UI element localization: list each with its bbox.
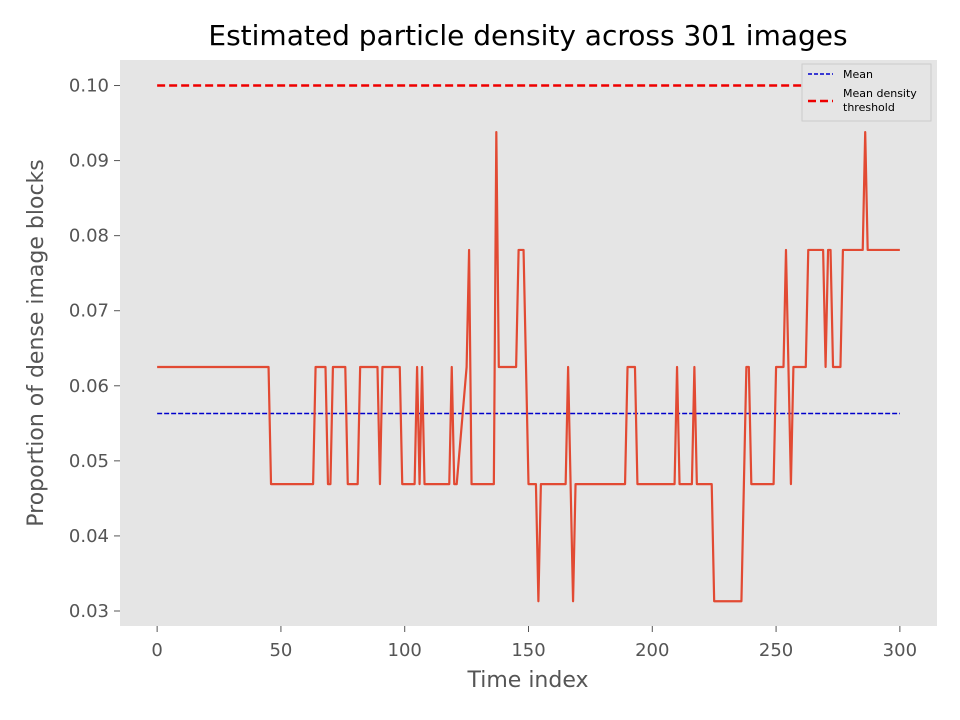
chart-title: Estimated particle density across 301 im… bbox=[208, 19, 847, 52]
y-tick-label: 0.05 bbox=[69, 451, 109, 472]
x-tick-label: 0 bbox=[151, 640, 162, 661]
y-axis-label: Proportion of dense image blocks bbox=[24, 159, 49, 527]
x-tick-label: 50 bbox=[269, 640, 292, 661]
y-tick-label: 0.06 bbox=[69, 376, 109, 397]
series-layer bbox=[157, 84, 900, 603]
x-tick-label: 250 bbox=[759, 640, 793, 661]
x-axis-label: Time index bbox=[466, 668, 588, 693]
density-series-line bbox=[157, 130, 900, 603]
legend: Mean Mean density threshold bbox=[801, 63, 932, 122]
x-axis-ticks: 0 50 100 150 200 250 300 bbox=[151, 626, 917, 661]
y-axis-ticks: 0.03 0.04 0.05 0.06 0.07 0.08 0.09 0.10 bbox=[69, 76, 120, 622]
y-tick-label: 0.10 bbox=[69, 76, 109, 97]
legend-label-threshold-line2: threshold bbox=[843, 101, 895, 114]
legend-label-threshold-line1: Mean density bbox=[843, 87, 917, 100]
x-tick-label: 100 bbox=[388, 640, 422, 661]
y-tick-label: 0.03 bbox=[69, 601, 109, 622]
plot-area bbox=[120, 60, 937, 626]
x-tick-label: 150 bbox=[511, 640, 545, 661]
x-tick-label: 300 bbox=[883, 640, 917, 661]
y-tick-label: 0.07 bbox=[69, 301, 109, 322]
y-tick-label: 0.08 bbox=[69, 226, 109, 247]
x-tick-label: 200 bbox=[635, 640, 669, 661]
y-tick-label: 0.09 bbox=[69, 151, 109, 172]
legend-label-mean: Mean bbox=[843, 68, 873, 81]
y-tick-label: 0.04 bbox=[69, 526, 109, 547]
